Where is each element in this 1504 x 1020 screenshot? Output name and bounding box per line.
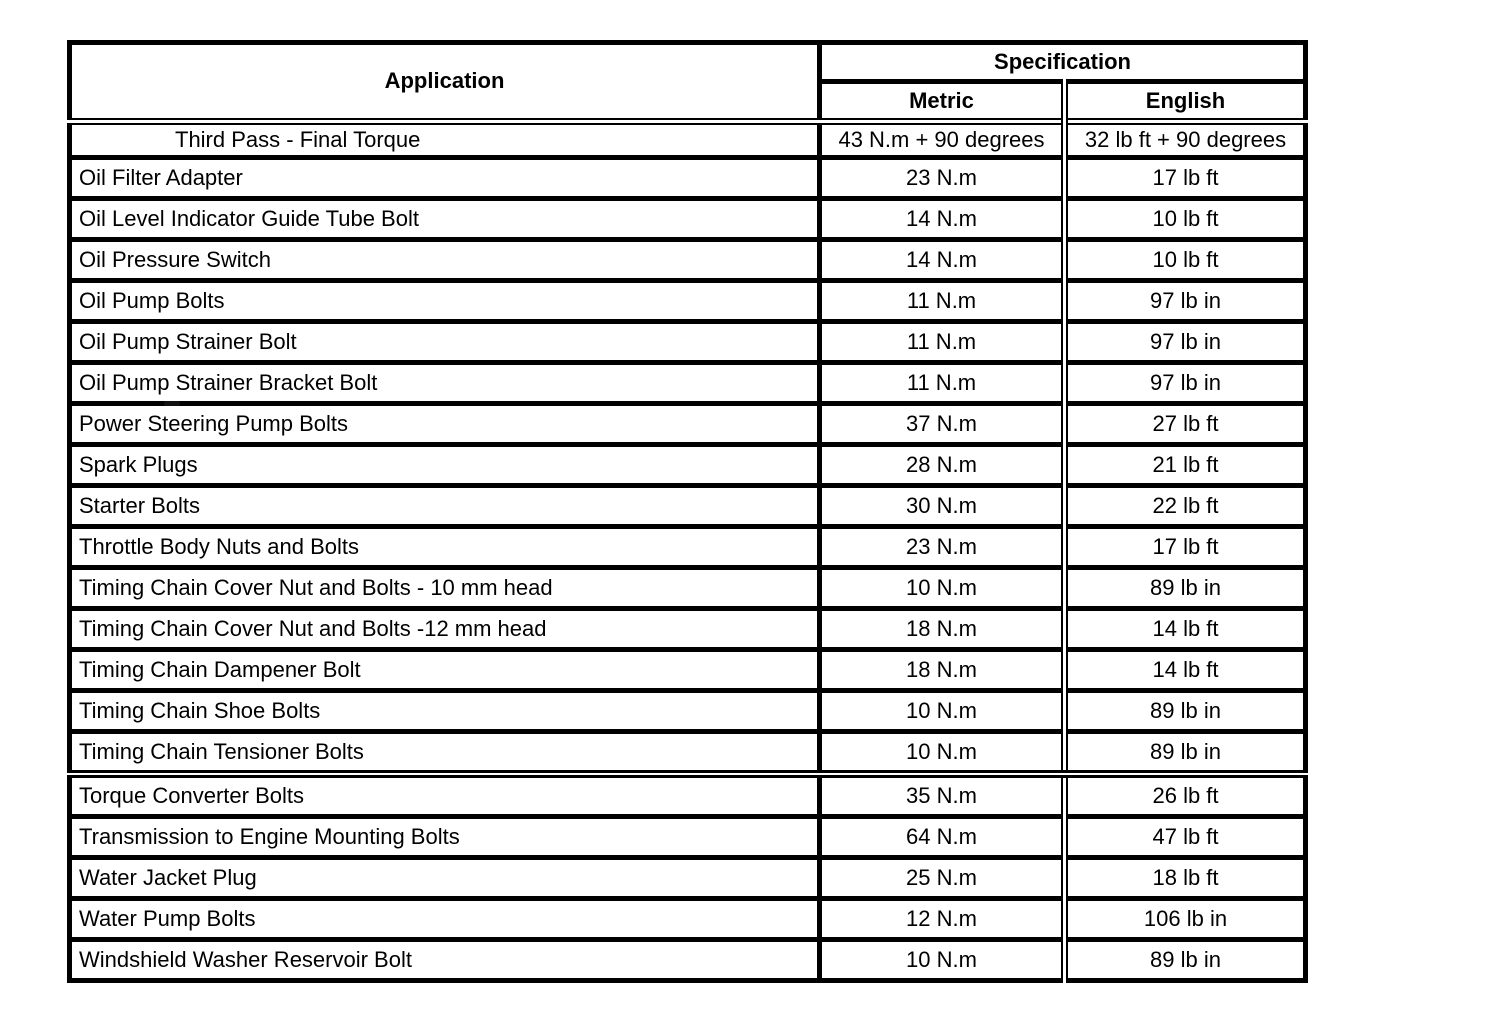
table-header: Application Specification Metric English xyxy=(67,40,1309,124)
english-cell: 97 lb in xyxy=(1060,319,1309,365)
table-row: Throttle Body Nuts and Bolts 23 N.m 17 l… xyxy=(67,524,1309,570)
english-cell: 14 lb ft xyxy=(1060,606,1309,652)
english-cell: 21 lb ft xyxy=(1060,442,1309,488)
english-cell: 22 lb ft xyxy=(1060,483,1309,529)
table-body: Third Pass - Final Torque 43 N.m + 90 de… xyxy=(67,118,1309,983)
table-row: Water Jacket Plug 25 N.m 18 lb ft xyxy=(67,855,1309,901)
application-cell: Oil Level Indicator Guide Tube Bolt xyxy=(67,196,822,242)
table-row: Transmission to Engine Mounting Bolts 64… xyxy=(67,814,1309,860)
metric-cell: 10 N.m xyxy=(817,565,1067,611)
metric-cell: 11 N.m xyxy=(817,360,1067,406)
english-cell: 97 lb in xyxy=(1060,360,1309,406)
metric-cell: 10 N.m xyxy=(817,937,1067,983)
table-row: Oil Pump Bolts 11 N.m 97 lb in xyxy=(67,278,1309,324)
table-row: Windshield Washer Reservoir Bolt 10 N.m … xyxy=(67,937,1309,983)
table-row: Timing Chain Tensioner Bolts 10 N.m 89 l… xyxy=(67,729,1309,778)
application-column-header: Application xyxy=(67,40,822,124)
application-cell: Spark Plugs xyxy=(67,442,822,488)
metric-cell: 10 N.m xyxy=(817,688,1067,734)
metric-cell: 43 N.m + 90 degrees xyxy=(817,118,1067,160)
table-row: Timing Chain Dampener Bolt 18 N.m 14 lb … xyxy=(67,647,1309,693)
english-cell: 89 lb in xyxy=(1060,729,1309,778)
metric-cell: 12 N.m xyxy=(817,896,1067,942)
english-cell: 106 lb in xyxy=(1060,896,1309,942)
english-cell: 47 lb ft xyxy=(1060,814,1309,860)
table-row: Starter Bolts 30 N.m 22 lb ft xyxy=(67,483,1309,529)
application-cell: Throttle Body Nuts and Bolts xyxy=(67,524,822,570)
application-cell: Oil Pump Strainer Bolt xyxy=(67,319,822,365)
english-cell: 26 lb ft xyxy=(1060,771,1309,819)
english-cell: 17 lb ft xyxy=(1060,524,1309,570)
metric-cell: 37 N.m xyxy=(817,401,1067,447)
metric-cell: 18 N.m xyxy=(817,647,1067,693)
english-cell: 32 lb ft + 90 degrees xyxy=(1060,118,1309,160)
table-row: Timing Chain Cover Nut and Bolts - 10 mm… xyxy=(67,565,1309,611)
application-cell: Starter Bolts xyxy=(67,483,822,529)
english-cell: 89 lb in xyxy=(1060,688,1309,734)
application-cell: Timing Chain Cover Nut and Bolts -12 mm … xyxy=(67,606,822,652)
english-cell: 27 lb ft xyxy=(1060,401,1309,447)
metric-cell: 11 N.m xyxy=(817,319,1067,365)
application-cell: Water Pump Bolts xyxy=(67,896,822,942)
application-cell: Oil Pump Strainer Bracket Bolt xyxy=(67,360,822,406)
application-cell: Timing Chain Cover Nut and Bolts - 10 mm… xyxy=(67,565,822,611)
table-row: Timing Chain Cover Nut and Bolts -12 mm … xyxy=(67,606,1309,652)
specification-column-header: Specification xyxy=(816,40,1309,84)
application-cell: Timing Chain Shoe Bolts xyxy=(67,688,822,734)
table-row: Third Pass - Final Torque 43 N.m + 90 de… xyxy=(67,118,1309,160)
metric-cell: 30 N.m xyxy=(817,483,1067,529)
english-column-header: English xyxy=(1060,79,1309,124)
table-row: Oil Filter Adapter 23 N.m 17 lb ft xyxy=(67,155,1309,201)
metric-cell: 35 N.m xyxy=(817,771,1067,819)
metric-cell: 23 N.m xyxy=(817,524,1067,570)
scan-artifact-smudge xyxy=(164,401,180,406)
metric-column-header: Metric xyxy=(817,79,1067,124)
table-row: Oil Pump Strainer Bracket Bolt 11 N.m 97… xyxy=(67,360,1309,406)
metric-cell: 14 N.m xyxy=(817,196,1067,242)
english-cell: 14 lb ft xyxy=(1060,647,1309,693)
metric-cell: 23 N.m xyxy=(817,155,1067,201)
torque-spec-table: Application Specification Metric English… xyxy=(67,40,1309,983)
metric-cell: 28 N.m xyxy=(817,442,1067,488)
table-row: Power Steering Pump Bolts 37 N.m 27 lb f… xyxy=(67,401,1309,447)
table-row: Water Pump Bolts 12 N.m 106 lb in xyxy=(67,896,1309,942)
application-cell: Oil Pressure Switch xyxy=(67,237,822,283)
metric-cell: 10 N.m xyxy=(817,729,1067,778)
application-cell: Oil Filter Adapter xyxy=(67,155,822,201)
application-cell: Power Steering Pump Bolts xyxy=(67,401,822,447)
metric-cell: 64 N.m xyxy=(817,814,1067,860)
english-cell: 17 lb ft xyxy=(1060,155,1309,201)
application-cell: Oil Pump Bolts xyxy=(67,278,822,324)
english-cell: 97 lb in xyxy=(1060,278,1309,324)
application-cell: Transmission to Engine Mounting Bolts xyxy=(67,814,822,860)
metric-cell: 11 N.m xyxy=(817,278,1067,324)
table-row: Oil Pressure Switch 14 N.m 10 lb ft xyxy=(67,237,1309,283)
table-row: Timing Chain Shoe Bolts 10 N.m 89 lb in xyxy=(67,688,1309,734)
metric-cell: 14 N.m xyxy=(817,237,1067,283)
application-cell: Third Pass - Final Torque xyxy=(67,118,822,160)
table-row: Spark Plugs 28 N.m 21 lb ft xyxy=(67,442,1309,488)
application-cell: Windshield Washer Reservoir Bolt xyxy=(67,937,822,983)
table-row: Oil Level Indicator Guide Tube Bolt 14 N… xyxy=(67,196,1309,242)
english-cell: 18 lb ft xyxy=(1060,855,1309,901)
application-cell: Torque Converter Bolts xyxy=(67,771,822,819)
header-row-1: Application Specification xyxy=(67,40,1309,124)
application-cell: Timing Chain Tensioner Bolts xyxy=(67,729,822,778)
application-cell: Timing Chain Dampener Bolt xyxy=(67,647,822,693)
english-cell: 10 lb ft xyxy=(1060,237,1309,283)
english-cell: 89 lb in xyxy=(1060,565,1309,611)
header-row-2: Metric English xyxy=(70,79,1309,124)
table-row: Oil Pump Strainer Bolt 11 N.m 97 lb in xyxy=(67,319,1309,365)
metric-cell: 25 N.m xyxy=(817,855,1067,901)
metric-cell: 18 N.m xyxy=(817,606,1067,652)
table-row: Torque Converter Bolts 35 N.m 26 lb ft xyxy=(67,771,1309,819)
english-cell: 89 lb in xyxy=(1060,937,1309,983)
english-cell: 10 lb ft xyxy=(1060,196,1309,242)
application-cell: Water Jacket Plug xyxy=(67,855,822,901)
